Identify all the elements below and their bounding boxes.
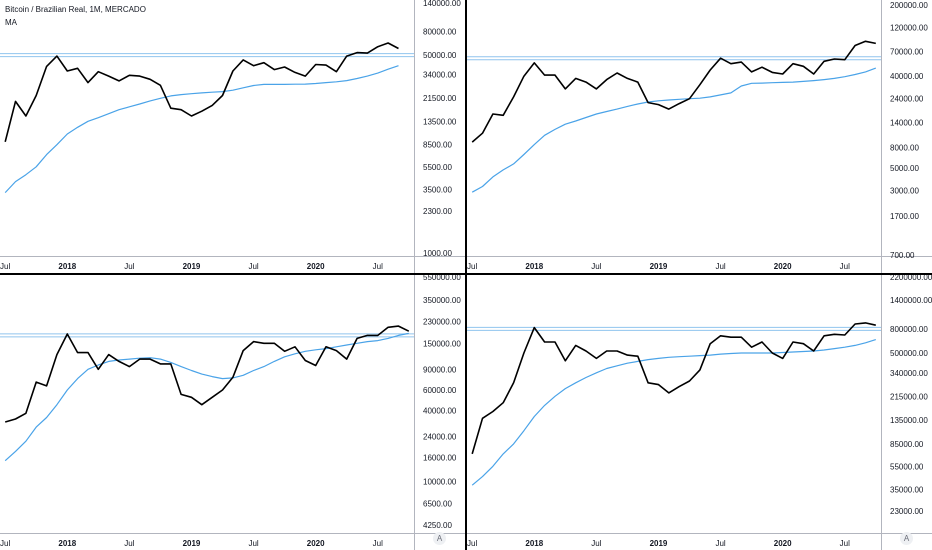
chart-pane-bottom-left[interactable]: 550000.00 350000.00 230000.00 150000.00 9000… <box>0 275 465 550</box>
x-tick-label: Jul <box>840 262 850 271</box>
y-tick-label: 5000.00 <box>890 164 919 173</box>
x-tick-label: 2018 <box>525 539 543 548</box>
auto-scale-button[interactable]: A <box>433 532 446 545</box>
y-tick-label: 3500.00 <box>423 186 452 195</box>
chart-legend: Bitcoin / Brazilian Real, 1M, MERCADO MA <box>5 3 146 29</box>
y-tick-label: 10000.00 <box>423 477 457 486</box>
x-tick-label: 2019 <box>650 262 668 271</box>
horizontal-divider[interactable] <box>0 273 932 275</box>
moving-average-line[interactable] <box>471 339 876 486</box>
chart-pane-top-right[interactable]: 200000.00 120000.00 70000.00 40000.00 24000.… <box>467 0 932 273</box>
y-tick-label: 135000.00 <box>890 416 928 425</box>
y-tick-label: 4250.00 <box>423 521 452 530</box>
auto-scale-button[interactable]: A <box>900 532 913 545</box>
y-tick-label: 90000.00 <box>423 365 457 374</box>
y-tick-label: 3000.00 <box>890 187 919 196</box>
x-tick-label: Jul <box>591 262 601 271</box>
y-tick-label: 85000.00 <box>890 440 924 449</box>
x-tick-label: 2020 <box>307 262 325 271</box>
chart-svg-bottom-right: 2200000.00 1400000.00 800000.00 500000.00 34… <box>467 275 932 550</box>
x-tick-label: 2020 <box>307 539 325 548</box>
x-tick-label: Jul <box>467 539 477 548</box>
y-tick-label: 21500.00 <box>423 94 457 103</box>
y-tick-label: 24000.00 <box>890 95 924 104</box>
y-tick-label: 70000.00 <box>890 47 924 56</box>
x-tick-label: Jul <box>373 539 383 548</box>
price-line[interactable] <box>4 325 410 423</box>
chart-pane-bottom-right[interactable]: 2200000.00 1400000.00 800000.00 500000.00 34… <box>467 275 932 550</box>
y-tick-label: 800000.00 <box>890 325 928 334</box>
y-tick-label: 340000.00 <box>890 369 928 378</box>
x-tick-label: Jul <box>248 262 258 271</box>
x-tick-label: Jul <box>124 262 134 271</box>
chart-svg-top-right: 200000.00 120000.00 70000.00 40000.00 24000.… <box>467 0 932 273</box>
y-tick-label: 34000.00 <box>423 71 457 80</box>
x-tick-label: Jul <box>248 539 258 548</box>
y-tick-label: 60000.00 <box>423 386 457 395</box>
y-tick-label: 1400000.00 <box>890 296 932 305</box>
y-tick-label: 1000.00 <box>423 249 452 258</box>
y-tick-label: 140000.00 <box>423 0 461 8</box>
x-tick-label: Jul <box>124 539 134 548</box>
price-line[interactable] <box>4 42 399 142</box>
x-tick-label: 2020 <box>774 539 792 548</box>
chart-svg-top-left: 140000.00 80000.00 50000.00 34000.00 21500.0… <box>0 0 465 273</box>
x-tick-label: 2019 <box>183 539 201 548</box>
y-tick-label: 550000.00 <box>423 275 461 282</box>
x-tick-label: 2018 <box>58 262 76 271</box>
x-tick-label: Jul <box>715 262 725 271</box>
y-tick-label: 16000.00 <box>423 453 457 462</box>
y-tick-label: 230000.00 <box>423 317 461 326</box>
x-tick-label: 2019 <box>650 539 668 548</box>
chart-pane-top-left[interactable]: Bitcoin / Brazilian Real, 1M, MERCADO MA… <box>0 0 465 273</box>
y-tick-label: 23000.00 <box>890 507 924 516</box>
moving-average-line[interactable] <box>4 65 399 194</box>
y-tick-label: 150000.00 <box>423 339 461 348</box>
y-tick-label: 80000.00 <box>423 27 457 36</box>
y-tick-label: 2200000.00 <box>890 275 932 282</box>
y-tick-label: 350000.00 <box>423 296 461 305</box>
y-tick-label: 120000.00 <box>890 24 928 33</box>
y-tick-label: 40000.00 <box>423 407 457 416</box>
y-tick-label: 13500.00 <box>423 117 457 126</box>
price-line[interactable] <box>471 40 876 143</box>
x-tick-label: Jul <box>0 539 10 548</box>
x-tick-label: 2018 <box>525 262 543 271</box>
y-tick-label: 50000.00 <box>423 51 457 60</box>
y-tick-label: 24000.00 <box>423 433 457 442</box>
y-tick-label: 35000.00 <box>890 485 924 494</box>
y-tick-label: 500000.00 <box>890 349 928 358</box>
x-tick-label: Jul <box>840 539 850 548</box>
x-tick-label: 2019 <box>183 262 201 271</box>
price-line[interactable] <box>471 322 876 455</box>
x-tick-label: Jul <box>715 539 725 548</box>
y-tick-label: 14000.00 <box>890 119 924 128</box>
y-tick-label: 6500.00 <box>423 499 452 508</box>
x-tick-label: Jul <box>0 262 10 271</box>
y-tick-label: 55000.00 <box>890 462 924 471</box>
y-tick-label: 2300.00 <box>423 207 452 216</box>
y-tick-label: 40000.00 <box>890 72 924 81</box>
x-tick-label: Jul <box>373 262 383 271</box>
x-tick-label: 2018 <box>58 539 76 548</box>
x-tick-label: 2020 <box>774 262 792 271</box>
y-tick-label: 200000.00 <box>890 1 928 10</box>
y-tick-label: 1700.00 <box>890 212 919 221</box>
y-tick-label: 215000.00 <box>890 392 928 401</box>
x-tick-label: Jul <box>591 539 601 548</box>
moving-average-line[interactable] <box>471 67 877 193</box>
chart-svg-bottom-left: 550000.00 350000.00 230000.00 150000.00 9000… <box>0 275 465 550</box>
indicator-label[interactable]: MA <box>5 18 17 27</box>
moving-average-line[interactable] <box>4 332 409 462</box>
y-tick-label: 8000.00 <box>890 143 919 152</box>
vertical-divider[interactable] <box>465 0 467 550</box>
y-tick-label: 8500.00 <box>423 141 452 150</box>
x-tick-label: Jul <box>467 262 477 271</box>
symbol-title: Bitcoin / Brazilian Real, 1M, MERCADO <box>5 5 146 14</box>
y-tick-label: 5500.00 <box>423 163 452 172</box>
y-tick-label: 700.00 <box>890 251 915 260</box>
